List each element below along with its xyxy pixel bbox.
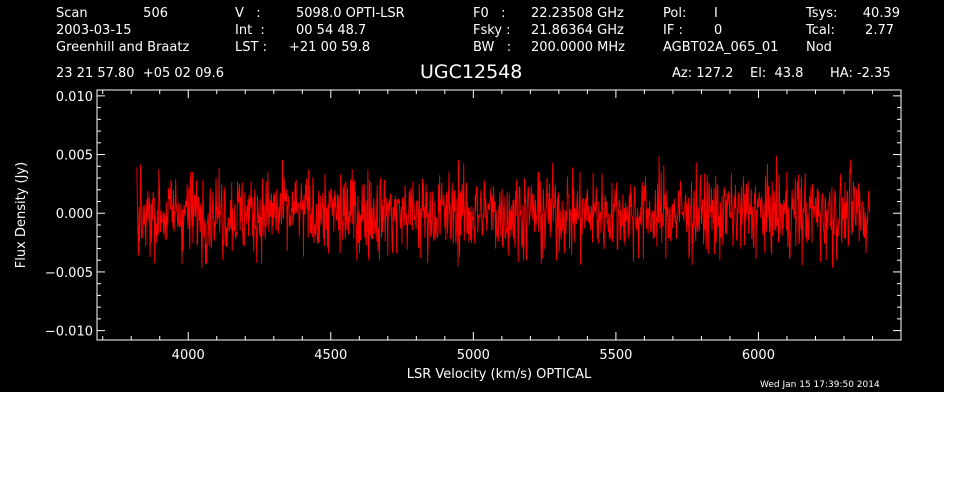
spectrum-series-line xyxy=(136,155,871,269)
y-tick-label: −0.005 xyxy=(45,266,93,281)
x-tick-label: 4500 xyxy=(314,348,347,363)
observing-mode: Nod xyxy=(806,40,832,55)
bandwidth-label: BW : xyxy=(473,40,512,55)
plot-frame xyxy=(96,89,902,341)
x-tick-label: 4000 xyxy=(172,348,205,363)
integration-value: 00 54 48.7 xyxy=(296,23,367,38)
source-coordinates: 23 21 57.80 +05 02 09.6 xyxy=(56,66,225,81)
spectrum-panel: Scan 506 2003-03-15 Greenhill and Braatz… xyxy=(0,0,944,392)
tcal-value: 2.77 xyxy=(865,23,894,38)
hour-angle: HA: -2.35 xyxy=(830,66,891,81)
project-id: AGBT02A_065_01 xyxy=(663,40,779,55)
tcal-label: Tcal: xyxy=(806,23,835,38)
if-value: 0 xyxy=(714,23,723,38)
if-label: IF : xyxy=(663,23,683,38)
render-timestamp: Wed Jan 15 17:39:50 2014 xyxy=(760,380,880,390)
tsys-label: Tsys: xyxy=(806,6,838,21)
azimuth: Az: 127.2 xyxy=(672,66,734,81)
velocity-value: 5098.0 OPTI-LSR xyxy=(296,6,405,21)
integration-label: Int : xyxy=(235,23,265,38)
velocity-label: V : xyxy=(235,6,261,21)
y-tick-label: 0.000 xyxy=(56,207,93,222)
tsys-value: 40.39 xyxy=(862,6,900,21)
chart-title: UGC12548 xyxy=(420,61,523,83)
polarization-label: Pol: xyxy=(663,6,687,21)
lst-value: +21 00 59.8 xyxy=(289,40,371,55)
observer-names: Greenhill and Braatz xyxy=(56,40,190,55)
y-tick-label: 0.010 xyxy=(56,90,93,105)
fsky-label: Fsky : xyxy=(473,23,511,38)
bandwidth-value: 200.0000 MHz xyxy=(531,40,625,55)
x-tick-label: 6000 xyxy=(742,348,775,363)
observation-date: 2003-03-15 xyxy=(56,23,132,38)
x-tick-label: 5000 xyxy=(457,348,490,363)
y-tick-label: 0.005 xyxy=(56,149,93,164)
lst-label: LST : xyxy=(235,40,267,55)
elevation: El: 43.8 xyxy=(750,66,804,81)
scan-number: 506 xyxy=(143,6,168,21)
x-tick-label: 5500 xyxy=(599,348,632,363)
spectrum-plot: 4000 4500 5000 5500 6000 −0.010 −0.005 0.000 0.0… xyxy=(14,89,902,382)
f0-label: F0 : xyxy=(473,6,506,21)
y-tick-label: −0.010 xyxy=(45,325,93,340)
y-axis-label: Flux Density (Jy) xyxy=(14,162,29,268)
scan-label: Scan xyxy=(56,6,88,21)
polarization-value: I xyxy=(714,6,718,21)
x-axis-label: LSR Velocity (km/s) OPTICAL xyxy=(407,367,592,382)
f0-value: 22.23508 GHz xyxy=(531,6,624,21)
fsky-value: 21.86364 GHz xyxy=(531,23,624,38)
